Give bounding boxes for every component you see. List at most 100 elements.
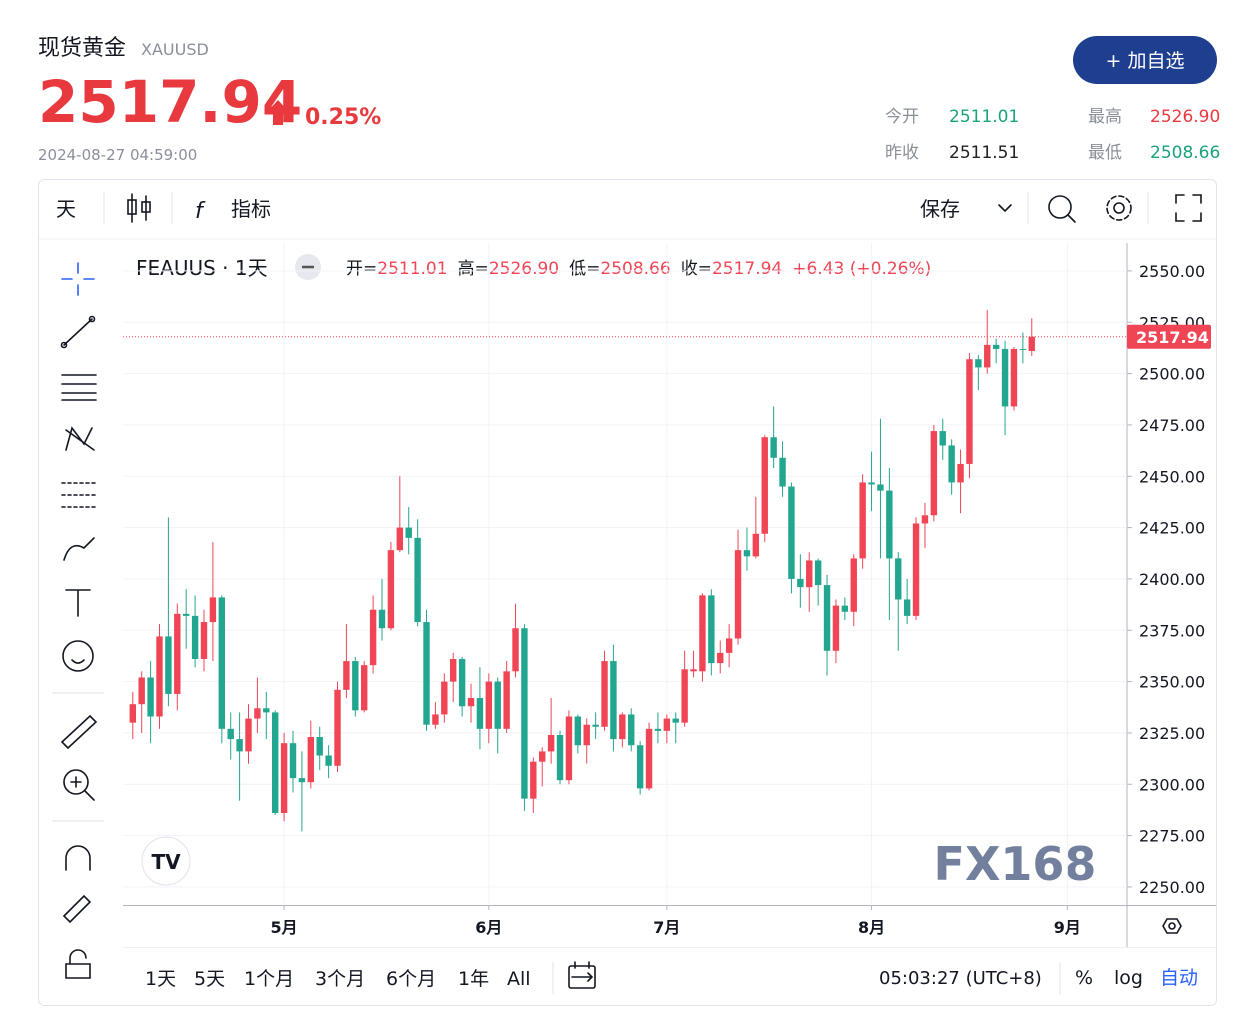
log-toggle[interactable]: log [1114, 967, 1143, 989]
candle-body [841, 605, 849, 612]
candle-body [610, 661, 617, 740]
y-tick-label: 2275.00 [1139, 827, 1205, 846]
candles [129, 309, 1035, 832]
candle-body [138, 677, 145, 705]
stat-value: 2526.90 [1150, 107, 1220, 127]
auto-toggle[interactable]: 自动 [1160, 967, 1198, 989]
candle-body [547, 734, 555, 752]
candle-body [797, 578, 804, 588]
range-button[interactable]: 1年 [458, 968, 489, 990]
y-tick-label: 2450.00 [1139, 467, 1205, 486]
candle-body [725, 638, 733, 653]
tv-logo-text: TV [151, 850, 181, 874]
range-button[interactable]: 1个月 [244, 968, 294, 990]
percent-toggle[interactable]: % [1075, 967, 1093, 989]
candle-body [814, 560, 822, 586]
range-button[interactable]: All [507, 968, 531, 990]
range-button[interactable]: 5天 [194, 968, 225, 990]
candle-body [619, 714, 626, 740]
candle-body [975, 359, 982, 368]
change: 0.25% [305, 105, 381, 130]
candle-body [209, 597, 217, 623]
up-arrow [266, 100, 290, 125]
candle-body [984, 344, 991, 368]
candle-body [886, 490, 893, 559]
axis-settings[interactable] [1162, 918, 1182, 934]
stat-label: 最低 [1088, 143, 1122, 163]
candle-body [592, 724, 599, 727]
candle-body [254, 708, 261, 719]
indicators-button[interactable]: 指标 [231, 197, 271, 221]
candle-body [939, 431, 946, 446]
candle-body [859, 482, 866, 559]
legend-label: +6.43 (+0.26%) [792, 259, 931, 279]
interval-button[interactable]: 天 [56, 197, 76, 221]
date-range-button[interactable] [568, 961, 596, 989]
x-tick-label: 6月 [475, 918, 502, 937]
candle-body [147, 677, 154, 717]
candle-body [770, 437, 777, 458]
clock: 05:03:27 (UTC+8) [879, 968, 1042, 989]
save-dropdown[interactable] [998, 204, 1012, 213]
candle-body [912, 523, 920, 616]
candle-body [378, 609, 386, 629]
candle-body [743, 550, 751, 557]
tv-logo [141, 836, 191, 886]
candle-body [280, 743, 288, 814]
candle-body [734, 550, 742, 639]
candle-body [957, 463, 964, 483]
candle-body [992, 344, 1000, 349]
watch-button[interactable] [1073, 36, 1217, 84]
candle-body [672, 718, 679, 723]
candle-body [307, 737, 315, 783]
legend-value: 2526.90 [489, 259, 559, 279]
candle-body [334, 689, 341, 766]
y-tick-label: 2375.00 [1139, 621, 1205, 640]
candle-body [485, 681, 493, 729]
alert-button[interactable] [1048, 195, 1076, 223]
candle-body [921, 515, 929, 524]
candle-body [467, 698, 475, 707]
candle-body [414, 537, 421, 623]
x-tick-label: 7月 [653, 918, 680, 937]
candle-body [494, 681, 501, 729]
y-tick-label: 2300.00 [1139, 775, 1205, 794]
candle-body [405, 527, 412, 538]
stat-value: 2511.51 [949, 143, 1019, 163]
drawing-tools[interactable] [60, 262, 98, 979]
fullscreen-button[interactable] [1175, 194, 1202, 222]
asset-name: 现货黄金 [38, 36, 126, 61]
candle-body [129, 704, 136, 723]
candle-body [272, 712, 279, 814]
candle-body [895, 558, 902, 600]
candle-body [761, 437, 768, 534]
fx-icon: f [195, 199, 206, 224]
last-price-label: 2517.94 [1136, 328, 1209, 347]
x-tick-label: 8月 [858, 918, 885, 937]
settings-button[interactable] [1106, 195, 1132, 221]
candle-body [396, 527, 404, 551]
candle-body [832, 605, 840, 651]
candle-body [343, 661, 350, 690]
save-button[interactable]: 保存 [920, 197, 960, 221]
candle-body [530, 761, 537, 799]
candle-body [182, 613, 190, 616]
watch-button-label[interactable]: + 加自选 [1106, 50, 1185, 72]
candle-type-button[interactable] [127, 193, 151, 223]
candle-body [218, 597, 225, 729]
range-button[interactable]: 3个月 [315, 968, 365, 990]
candle-body [432, 714, 439, 725]
range-button[interactable]: 1天 [145, 968, 176, 990]
timestamp: 2024-08-27 04:59:00 [38, 146, 197, 164]
price: 2517.94 [38, 68, 302, 136]
y-tick-label: 2425.00 [1139, 519, 1205, 538]
candle-body [156, 636, 163, 717]
candle-body [663, 718, 671, 731]
candle-body [601, 661, 608, 727]
range-button[interactable]: 6个月 [386, 968, 436, 990]
stat-value: 2508.66 [1150, 143, 1220, 163]
watermark: FX168 [934, 837, 1097, 891]
stat-value: 2511.01 [949, 107, 1019, 127]
candle-body [200, 622, 208, 660]
